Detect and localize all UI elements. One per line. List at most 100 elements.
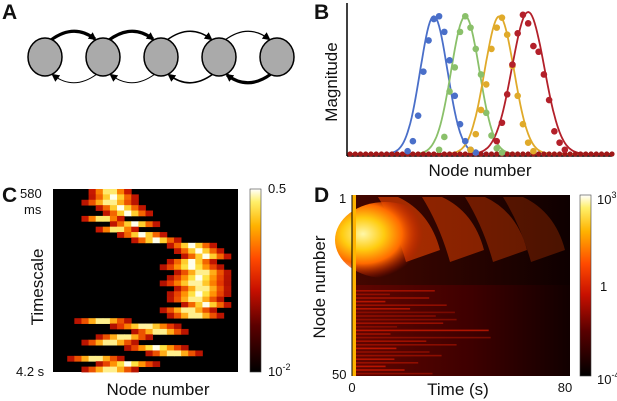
heatmap-cell — [166, 328, 175, 335]
heatmap-cell — [202, 248, 210, 254]
baseline-point — [536, 151, 542, 157]
heatmap-cell — [216, 296, 225, 303]
heatmap-cell — [195, 253, 203, 260]
heatmap-cell — [95, 355, 104, 362]
heatmap-cell — [95, 226, 104, 233]
baseline-point — [483, 151, 489, 157]
data-point — [498, 149, 506, 156]
heatmap-cell — [95, 334, 104, 341]
heatmap-cell — [188, 253, 196, 260]
heatmap-cell — [152, 345, 161, 351]
heatmap-cell — [102, 334, 111, 341]
heatmap-cell — [145, 221, 154, 228]
heatmap-cell — [145, 237, 154, 244]
heatmap-cell — [195, 350, 203, 357]
heatmap-cell — [223, 291, 232, 298]
heatmap-cell — [181, 242, 189, 249]
heatmap-d-stripe — [356, 315, 436, 317]
heatmap-cell — [102, 189, 111, 195]
heatmap-cell — [209, 264, 218, 271]
heatmap-cell — [131, 323, 139, 330]
heatmap-cell — [173, 264, 182, 271]
panel-label-a: A — [2, 1, 17, 24]
heatmap-d-leftedge — [352, 195, 356, 376]
chain-nodes — [27, 37, 295, 77]
heatmap-d-stripe — [356, 340, 427, 342]
data-point — [519, 11, 527, 19]
heatmap-cell — [131, 199, 139, 206]
heatmap-cell — [188, 275, 196, 281]
heatmap-cell — [145, 328, 154, 335]
baseline-point — [546, 151, 552, 157]
baseline-point — [478, 151, 484, 157]
baseline-point — [368, 151, 374, 157]
heatmap-cell — [188, 248, 196, 254]
forward-arrow — [166, 30, 213, 41]
heatmap-cell — [202, 269, 210, 276]
data-point — [551, 127, 558, 135]
heatmap-cell — [202, 307, 210, 314]
panel-a: A — [2, 1, 295, 85]
heatmap-cell — [188, 312, 196, 319]
heatmap-cell — [223, 302, 232, 308]
heatmap-cell — [195, 291, 203, 298]
heatmap-cell — [131, 194, 139, 201]
heatmap-cell — [181, 275, 189, 281]
heatmap-cell — [188, 258, 196, 265]
baseline-point — [410, 151, 416, 157]
baseline-point — [389, 151, 395, 157]
data-point — [498, 14, 506, 21]
heatmap-cell — [181, 307, 189, 314]
data-point — [472, 130, 480, 138]
heatmap-cell — [173, 258, 182, 265]
heatmap-cell — [117, 318, 125, 324]
series-curve — [350, 15, 612, 155]
heatmap-cell — [109, 221, 118, 228]
data-point — [524, 20, 532, 27]
data-point — [530, 147, 537, 155]
heatmap-cell — [181, 258, 189, 265]
data-point — [409, 137, 417, 145]
heatmap-cell — [202, 296, 210, 303]
heatmap-cell — [124, 339, 132, 346]
data-point — [488, 45, 495, 53]
colorbar-d — [579, 194, 592, 377]
forward-arrow — [224, 30, 271, 41]
heatmap-cell — [145, 350, 154, 357]
baseline-point — [525, 151, 531, 157]
heatmap-cell — [188, 291, 196, 298]
heatmap-cell — [138, 334, 146, 341]
heatmap-cell — [117, 194, 125, 201]
heatmap-cell — [159, 307, 168, 314]
chain-node — [85, 37, 121, 77]
data-point — [493, 24, 501, 31]
heatmap-cell — [181, 302, 189, 308]
heatmap-cell — [202, 285, 210, 292]
baseline-point — [541, 151, 547, 157]
magnitude-curves — [350, 11, 612, 155]
heatmap-cell — [181, 328, 189, 335]
colorbar-c — [249, 188, 262, 373]
heatmap-cell — [81, 318, 89, 324]
y-tick-bottom-c: 4.2 s — [16, 364, 45, 379]
heatmap-d — [335, 195, 570, 376]
heatmap-cell — [188, 242, 196, 249]
heatmap-cell — [181, 269, 189, 276]
heatmap-cell — [74, 355, 82, 362]
heatmap-d-stripe — [356, 290, 435, 292]
heatmap-cell — [159, 232, 168, 238]
heatmap-cell — [209, 280, 218, 287]
heatmap-d-stripe — [356, 304, 447, 306]
panel-c: C 580 ms 4.2 s Timescale Node number 0.5… — [2, 181, 290, 399]
heatmap-cell — [131, 334, 139, 341]
baseline-point — [394, 151, 400, 157]
heatmap-cell — [195, 307, 203, 314]
y-axis-label-b: Magnitude — [322, 42, 341, 121]
baseline-point — [577, 151, 584, 157]
colorbar-c-top: 0.5 — [268, 181, 286, 196]
heatmap-cell — [209, 269, 218, 276]
heatmap-cell — [188, 296, 196, 303]
heatmap-cell — [131, 361, 139, 368]
heatmap-cell — [88, 366, 97, 373]
heatmap-cell — [188, 350, 196, 357]
